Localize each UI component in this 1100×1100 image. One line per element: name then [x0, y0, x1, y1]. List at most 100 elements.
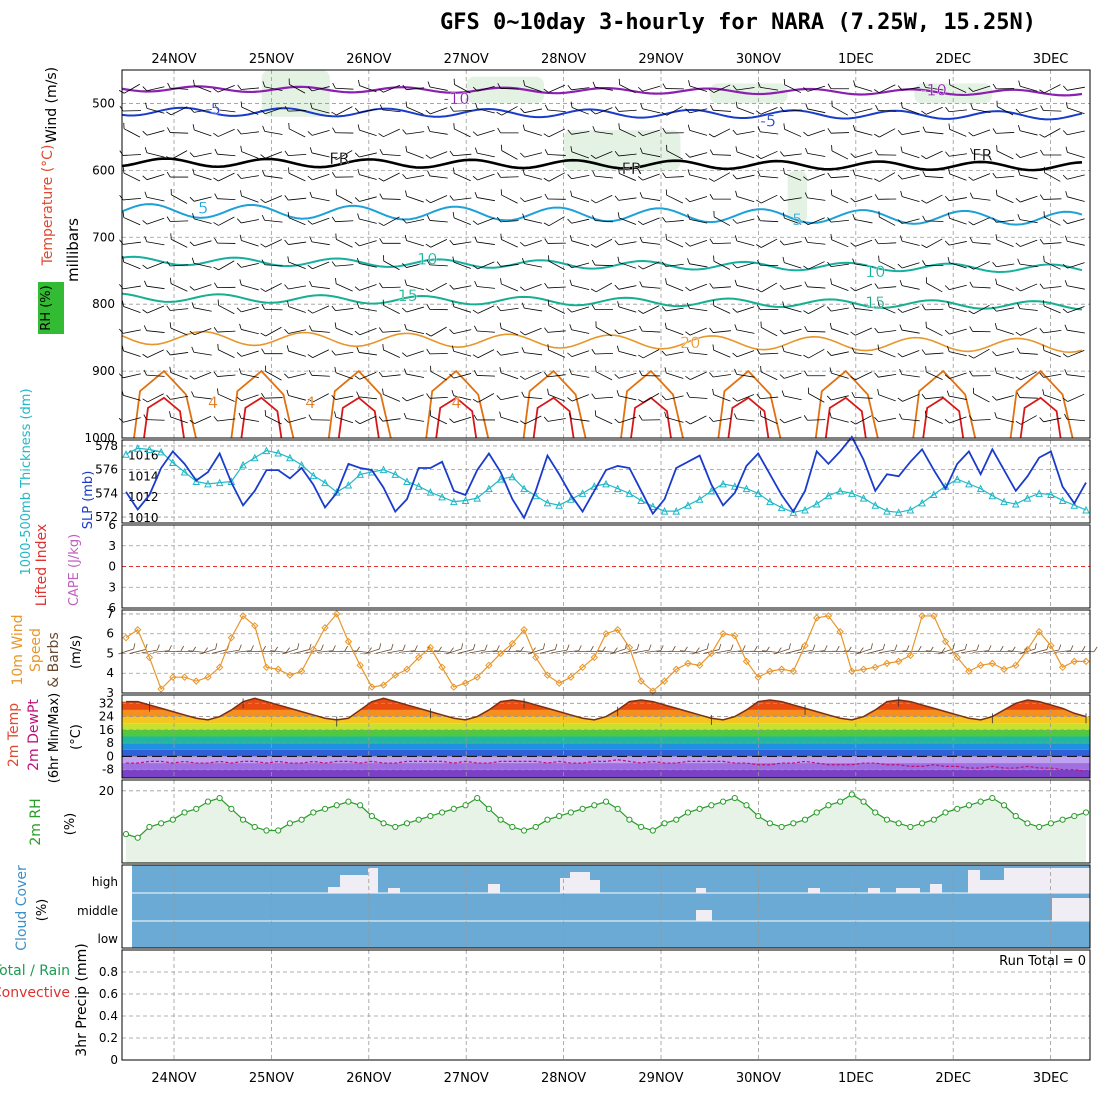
wind-barb — [354, 152, 377, 158]
wind-barb-flag — [334, 322, 337, 329]
surface-wind-barb-flag — [1093, 646, 1098, 652]
wind-barb — [284, 150, 307, 157]
wind-barb-shaft — [925, 220, 944, 222]
wind-barb-flag — [1039, 283, 1044, 289]
wind-barb-flag — [900, 146, 903, 153]
wind-barb-shaft — [146, 330, 165, 333]
wind-barb — [239, 234, 259, 247]
wind-barb-shaft — [642, 305, 660, 314]
wind-barb — [732, 85, 755, 91]
rh-point — [415, 816, 422, 823]
wind-barb-shaft — [1043, 305, 1061, 314]
wind-barb — [760, 365, 778, 381]
thickness-point — [730, 482, 739, 490]
wind-barb — [331, 172, 354, 178]
wind-barb-shaft — [949, 372, 967, 379]
wind-barb-shaft — [122, 154, 142, 156]
temp-contour-25 — [133, 369, 197, 439]
wind-barb-flag — [1064, 324, 1068, 331]
wind-barb-shaft — [406, 195, 424, 203]
wind-barb-shaft — [524, 129, 542, 136]
wind-barb-shaft — [831, 150, 849, 160]
wind-barb — [404, 279, 424, 291]
wind-barb-shaft — [288, 110, 307, 112]
cloud-cover-block — [808, 888, 820, 893]
wind-barb — [899, 413, 920, 422]
wind-barb — [1015, 195, 1038, 203]
wind-barb — [1039, 238, 1062, 245]
wind-barb-shaft — [336, 150, 353, 160]
wind-barb-shaft — [689, 108, 708, 114]
wind-barb — [403, 368, 425, 378]
wind-barb — [237, 129, 259, 135]
surface-wind-barb-shaft — [726, 650, 743, 653]
wind-barb-flag — [144, 280, 148, 287]
thickness-point — [567, 495, 575, 503]
wind-barb — [401, 394, 424, 402]
temp-contour-30 — [143, 396, 185, 439]
wind-barb-flag — [402, 218, 407, 224]
wind-barb-flag — [944, 374, 950, 379]
wind-barb-flag — [852, 213, 856, 220]
wind-barb — [780, 106, 802, 112]
wind-barb-shaft — [312, 349, 330, 358]
wind-barb-flag — [544, 282, 549, 289]
wind-speed-point — [1000, 665, 1008, 673]
wind-barb — [944, 240, 967, 246]
rh-point — [228, 805, 235, 812]
wind-barb-shaft — [264, 107, 283, 115]
wind-barb-shaft — [642, 261, 660, 270]
rh-point — [731, 794, 738, 802]
surface-wind-barb-shaft — [539, 649, 556, 654]
wind-barb — [166, 260, 189, 267]
wind-speed-point — [192, 677, 200, 685]
wind-barb — [189, 328, 212, 336]
wind-barb-flag — [685, 331, 691, 336]
lifted-index-tick-label: 3 — [108, 539, 116, 553]
wind-barb — [452, 212, 471, 225]
wind-barb-shaft — [784, 128, 802, 137]
wind-barb-shaft — [170, 87, 189, 90]
wind-barb-flag — [217, 299, 219, 306]
wind-barb-shaft — [783, 285, 802, 290]
wind-barb-flag — [401, 352, 407, 357]
wind-barb-flag — [427, 170, 431, 177]
wind-barb-flag — [829, 411, 832, 418]
wind-barb-shaft — [1019, 174, 1038, 180]
surface-wind-barb-flag — [414, 645, 418, 651]
wind-barb-flag — [712, 344, 715, 351]
wind-barb-shaft — [854, 308, 873, 312]
wind-barb-shaft — [146, 152, 165, 158]
wind-barb — [236, 306, 259, 313]
wind-barb — [661, 395, 684, 401]
wind-barb-flag — [878, 211, 880, 218]
wind-barb-flag — [497, 83, 501, 89]
temp-contour-30 — [922, 396, 965, 439]
run-total-annotation: Run Total = 0 — [999, 954, 1086, 969]
wind-barb-flag — [829, 367, 832, 374]
wind-barb-flag — [897, 397, 903, 402]
wind-barb-flag — [685, 420, 691, 425]
wind-barb-shaft — [170, 352, 189, 356]
wind-barb — [449, 329, 472, 335]
wind-barb-shaft — [218, 216, 235, 226]
wind-barb — [213, 371, 236, 377]
wind-barb-flag — [522, 213, 525, 220]
wind-barb-flag — [850, 153, 856, 158]
wind-barb-flag — [354, 152, 360, 158]
wind-barb-shaft — [264, 397, 283, 399]
wind-barb-flag — [874, 283, 879, 289]
wind-barb-flag — [261, 348, 265, 354]
wind-barb — [661, 306, 684, 312]
wind-barb-shaft — [901, 240, 920, 246]
wind-barb — [426, 348, 448, 355]
wind-barb-flag — [972, 387, 975, 394]
wind-barb — [473, 414, 495, 421]
wind-barb-flag — [712, 388, 714, 395]
wind-barb-shaft — [807, 197, 826, 201]
wind-barb — [307, 349, 330, 358]
surface-wind-barb-flag — [554, 643, 558, 650]
wind-barb-shaft — [831, 239, 849, 248]
cloud-cover-block — [388, 888, 400, 893]
wind-barb — [664, 411, 684, 423]
